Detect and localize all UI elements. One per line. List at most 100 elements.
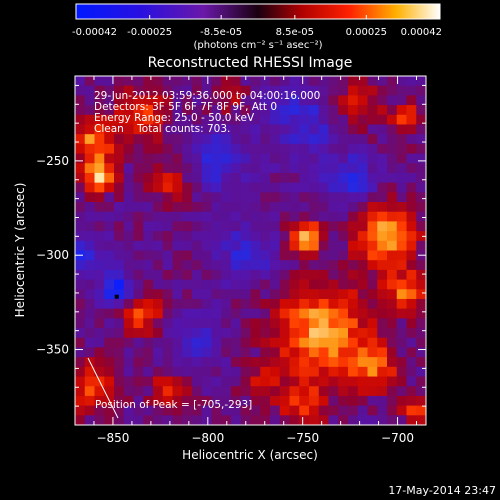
heatmap-cell [406, 134, 417, 145]
heatmap-cell [309, 240, 320, 252]
heatmap-cell [153, 366, 164, 378]
heatmap-cell [162, 134, 174, 145]
heatmap-cell [211, 192, 222, 203]
heatmap-cell [279, 114, 291, 126]
heatmap-cell [260, 289, 271, 300]
heatmap-cell [162, 366, 174, 378]
heatmap-cell [143, 279, 154, 290]
heatmap-cell [172, 134, 183, 145]
heatmap-cell [338, 76, 349, 87]
heatmap-cell [338, 405, 349, 416]
heatmap-cell [338, 85, 349, 96]
heatmap-cell [309, 318, 320, 329]
heatmap-cell [279, 395, 291, 407]
heatmap-cell [416, 279, 426, 290]
heatmap-cell [133, 395, 144, 407]
heatmap-cell [328, 211, 339, 223]
heatmap-cell [387, 192, 398, 203]
heatmap-cell [406, 308, 417, 319]
heatmap-cell [240, 328, 252, 339]
heatmap-cell [182, 405, 193, 416]
heatmap-cell [75, 357, 86, 368]
heatmap-cell [240, 240, 252, 252]
heatmap-cell [201, 357, 213, 368]
heatmap-cell [396, 395, 408, 407]
heatmap-cell [143, 415, 154, 425]
heatmap-cell [328, 376, 339, 387]
heatmap-cell [143, 269, 154, 281]
heatmap-cell [114, 134, 125, 145]
heatmap-cell [279, 279, 291, 290]
heatmap-cell [123, 347, 135, 358]
heatmap-cell [309, 134, 320, 145]
heatmap-cell [94, 124, 105, 135]
heatmap-cell [123, 211, 135, 223]
heatmap-cell [328, 105, 339, 116]
heatmap-cell [279, 163, 291, 174]
heatmap-cell [406, 85, 417, 96]
heatmap-cell [309, 279, 320, 290]
heatmap-cell [211, 308, 222, 319]
heatmap-cell [270, 231, 281, 242]
heatmap-cell [338, 260, 349, 271]
heatmap-cell [318, 211, 330, 223]
heatmap-cell [192, 279, 203, 290]
heatmap-cell [367, 405, 378, 416]
heatmap-cell [123, 76, 135, 87]
heatmap-cell [123, 415, 135, 425]
heatmap-cell [240, 347, 252, 358]
heatmap-cell [250, 289, 261, 300]
heatmap-cell [201, 366, 213, 378]
heatmap-cell [162, 240, 174, 252]
heatmap-cell [133, 182, 144, 193]
heatmap-cell [182, 357, 193, 368]
heatmap-cell [104, 172, 115, 184]
heatmap-cell [289, 114, 300, 126]
heatmap-cell [94, 415, 105, 425]
heatmap-cell [231, 172, 242, 184]
heatmap-cell [396, 85, 408, 96]
heatmap-cell [260, 221, 271, 232]
heatmap-cell [348, 386, 359, 397]
heatmap-cell [260, 279, 271, 290]
heatmap-cell [94, 85, 105, 96]
heatmap-cell [387, 318, 398, 329]
heatmap-cell [104, 376, 115, 387]
heatmap-cell [221, 269, 232, 281]
heatmap-cell [94, 366, 105, 378]
heatmap-cell [123, 395, 135, 407]
heatmap-cell [367, 221, 378, 232]
heatmap-cell [153, 182, 164, 193]
heatmap-cell [387, 182, 398, 193]
heatmap-cell [104, 328, 115, 339]
heatmap-cell [357, 172, 369, 184]
heatmap-cell [357, 260, 369, 271]
heatmap-cell [289, 85, 300, 96]
heatmap-cell [182, 153, 193, 164]
heatmap-cell [416, 85, 426, 96]
heatmap-cell [153, 114, 164, 126]
heatmap-cell [387, 231, 398, 242]
y-tick-label: −350 [36, 343, 69, 357]
heatmap-cell [114, 308, 125, 319]
heatmap-cell [348, 95, 359, 106]
heatmap-cell [201, 182, 213, 193]
heatmap-cell [114, 231, 125, 242]
heatmap-cell [279, 337, 291, 349]
heatmap-cell [377, 124, 388, 135]
heatmap-cell [172, 289, 183, 300]
heatmap-cell [75, 328, 86, 339]
heatmap-cell [240, 318, 252, 329]
heatmap-cell [328, 328, 339, 339]
heatmap-cell [143, 221, 154, 232]
heatmap-cell [114, 153, 125, 164]
heatmap-cell [289, 76, 300, 87]
heatmap-cell [270, 153, 281, 164]
heatmap-cell [172, 143, 183, 155]
heatmap-cell [143, 376, 154, 387]
heatmap-cell [240, 153, 252, 164]
heatmap-cell [377, 289, 388, 300]
heatmap-cell [279, 95, 291, 106]
heatmap-cell [299, 76, 310, 87]
heatmap-cell [240, 415, 252, 425]
